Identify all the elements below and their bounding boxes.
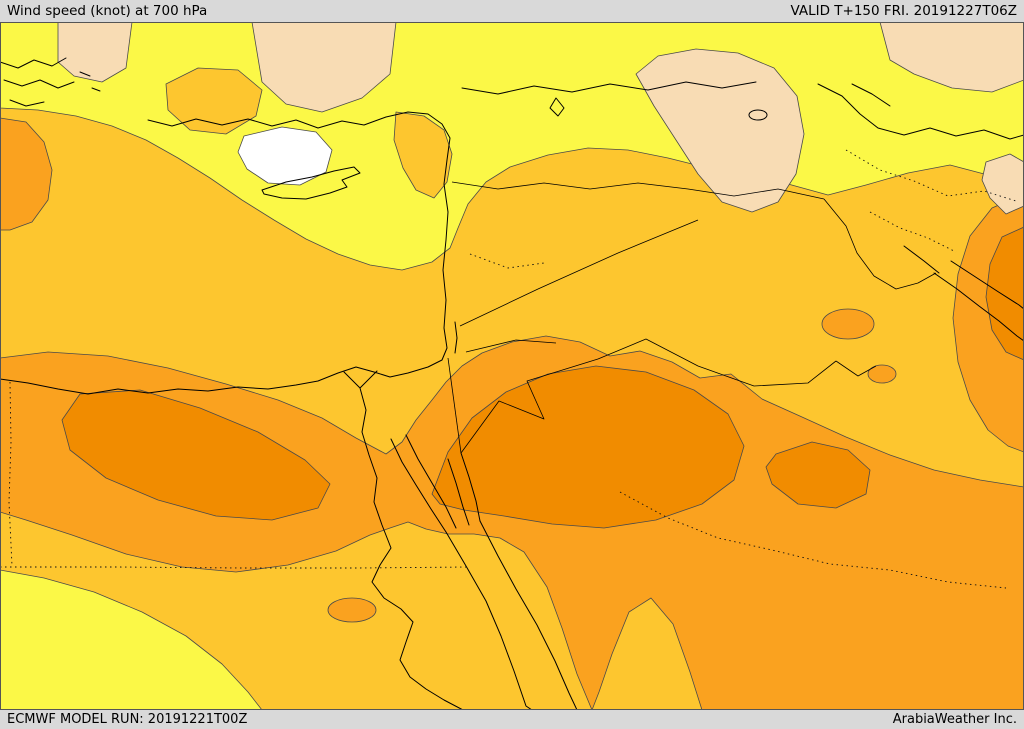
map-title: Wind speed (knot) at 700 hPa: [7, 3, 208, 19]
egypt-sudan-border: [0, 566, 469, 569]
black-sea-coast: [461, 81, 757, 95]
wind-band-orange-spot-2: [867, 364, 897, 384]
egypt-israel-border: [447, 357, 462, 454]
valid-time-label: VALID T+150 FRI. 20191227T06Z: [790, 3, 1017, 19]
lake-tuz: [549, 97, 565, 117]
wind-band-orange-upper-left: [0, 117, 53, 231]
footer-bar: ECMWF MODEL RUN: 20191221T00Z ArabiaWeat…: [0, 710, 1024, 729]
syria-jordan-border: [465, 339, 557, 353]
cyprus-island: [261, 166, 361, 200]
wind-band-orange-spot-1: [821, 308, 875, 340]
wind-band-deep-orange-east: [765, 441, 871, 509]
wind-band-yellow-bottom-left: [0, 569, 263, 710]
country-borders-dotted: [0, 149, 1017, 589]
turkey-levant-egypt-coast: [0, 111, 451, 395]
lebanon-syria-border: [469, 253, 545, 269]
coastlines: [0, 57, 1024, 710]
egypt-libya-border: [8, 381, 13, 567]
country-borders-solid: [447, 181, 937, 454]
gulf-of-suez: [390, 434, 457, 533]
wind-band-peach-top-middle: [251, 22, 397, 113]
nile-river: [343, 370, 464, 710]
map-canvas: [0, 22, 1024, 710]
wind-band-orange-main: [0, 335, 1024, 710]
wind-band-peach-top-right: [879, 22, 1024, 93]
turkey-south-border: [451, 181, 825, 200]
dead-sea: [454, 321, 458, 354]
credit-label: ArabiaWeather Inc.: [892, 712, 1017, 727]
wind-band-gold-se-turkey: [393, 111, 453, 199]
aegean-coast-2: [3, 79, 75, 89]
wind-band-gold-top-middle: [165, 67, 263, 135]
gulf-of-aqaba: [447, 452, 481, 526]
header-bar: Wind speed (knot) at 700 hPa VALID T+150…: [0, 0, 1024, 22]
wind-speed-map: [0, 22, 1024, 710]
wind-speed-filled-contours: [0, 22, 1024, 710]
wind-band-white-mediterranean: [237, 126, 333, 186]
persian-gulf: [903, 245, 1024, 342]
wind-band-peach-right-small: [981, 153, 1024, 215]
iraq-saudi-border: [597, 338, 877, 387]
wind-band-deep-orange-egypt: [61, 389, 331, 521]
wind-band-orange-spot-3: [327, 597, 377, 623]
caspian-coast: [817, 83, 1024, 140]
jordan-saudi-border: [460, 358, 599, 454]
aegean-coast: [0, 57, 67, 69]
red-sea: [445, 520, 578, 710]
wind-band-peach-center-right: [635, 48, 805, 213]
iraq-iran-border: [823, 198, 937, 290]
lake-van: [748, 109, 768, 121]
wind-band-deep-orange-central: [431, 365, 745, 529]
syria-iraq-border: [459, 219, 699, 327]
aegean-islands: [9, 71, 101, 107]
model-run-label: ECMWF MODEL RUN: 20191221T00Z: [7, 712, 248, 727]
